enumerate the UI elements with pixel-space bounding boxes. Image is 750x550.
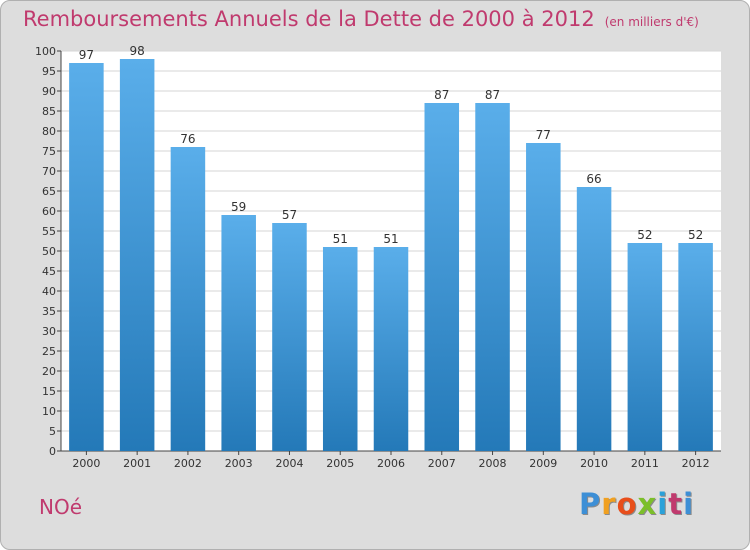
bar-value-label: 87 xyxy=(434,88,449,102)
y-tick-label: 30 xyxy=(42,325,56,338)
proxiti-logo: Proxiti xyxy=(579,487,694,521)
bar xyxy=(627,243,663,451)
x-tick-label: 2000 xyxy=(72,457,100,470)
y-tick-label: 45 xyxy=(42,265,56,278)
bar xyxy=(221,215,256,451)
x-tick-label: 2002 xyxy=(174,457,202,470)
y-tick-label: 100 xyxy=(35,45,56,58)
logo-letter: o xyxy=(616,487,638,521)
y-tick-label: 5 xyxy=(49,425,56,438)
x-tick-label: 2007 xyxy=(428,457,456,470)
commune-name: NOé xyxy=(39,495,83,519)
y-tick-label: 55 xyxy=(42,225,56,238)
y-tick-label: 70 xyxy=(42,165,56,178)
y-tick-label: 95 xyxy=(42,65,56,78)
bar xyxy=(170,147,206,451)
y-tick-label: 85 xyxy=(42,105,56,118)
bar-value-label: 97 xyxy=(79,48,94,62)
y-tick-label: 40 xyxy=(42,285,56,298)
y-tick-label: 65 xyxy=(42,185,56,198)
bar xyxy=(373,247,409,451)
bar xyxy=(526,143,561,451)
x-tick-label: 2006 xyxy=(377,457,405,470)
bar-value-label: 66 xyxy=(586,172,601,186)
y-tick-label: 35 xyxy=(42,305,56,318)
y-tick-label: 15 xyxy=(42,385,56,398)
bar-value-label: 87 xyxy=(485,88,500,102)
bar-value-label: 59 xyxy=(231,200,246,214)
y-tick-label: 0 xyxy=(49,445,56,458)
logo-letter: t xyxy=(668,487,684,521)
bar-value-label: 77 xyxy=(536,128,551,142)
logo-letter: i xyxy=(683,487,695,521)
chart-title-block: Remboursements Annuels de la Dette de 20… xyxy=(23,7,699,31)
bar-value-label: 51 xyxy=(383,232,398,246)
x-tick-label: 2001 xyxy=(123,457,151,470)
bar xyxy=(576,187,612,451)
y-tick-label: 75 xyxy=(42,145,56,158)
logo-letter: i xyxy=(657,487,669,521)
y-tick-label: 10 xyxy=(42,405,56,418)
bar xyxy=(119,59,155,451)
bar-value-label: 52 xyxy=(688,228,703,242)
bar-value-label: 76 xyxy=(180,132,195,146)
logo-letter: r xyxy=(601,487,617,521)
chart-title: Remboursements Annuels de la Dette de 20… xyxy=(23,7,595,31)
bar-value-label: 57 xyxy=(282,208,297,222)
y-tick-label: 90 xyxy=(42,85,56,98)
x-tick-label: 2004 xyxy=(275,457,303,470)
x-tick-label: 2010 xyxy=(580,457,608,470)
bar-value-label: 52 xyxy=(637,228,652,242)
chart-unit: (en milliers d'€) xyxy=(604,15,699,29)
y-tick-label: 25 xyxy=(42,345,56,358)
bar-value-label: 98 xyxy=(130,44,145,58)
bar xyxy=(475,103,510,451)
bar xyxy=(678,243,713,451)
logo-letter: P xyxy=(579,487,602,521)
x-tick-label: 2011 xyxy=(631,457,659,470)
x-tick-label: 2012 xyxy=(682,457,710,470)
y-tick-label: 80 xyxy=(42,125,56,138)
x-tick-label: 2009 xyxy=(529,457,557,470)
y-tick-label: 20 xyxy=(42,365,56,378)
bar xyxy=(69,63,104,451)
bar xyxy=(322,247,358,451)
x-tick-label: 2008 xyxy=(479,457,507,470)
y-tick-label: 50 xyxy=(42,245,56,258)
x-tick-label: 2003 xyxy=(225,457,253,470)
y-tick-label: 60 xyxy=(42,205,56,218)
bar-value-label: 51 xyxy=(333,232,348,246)
bar xyxy=(424,103,460,451)
bar xyxy=(272,223,307,451)
logo-letter: x xyxy=(637,487,658,521)
x-tick-label: 2005 xyxy=(326,457,354,470)
